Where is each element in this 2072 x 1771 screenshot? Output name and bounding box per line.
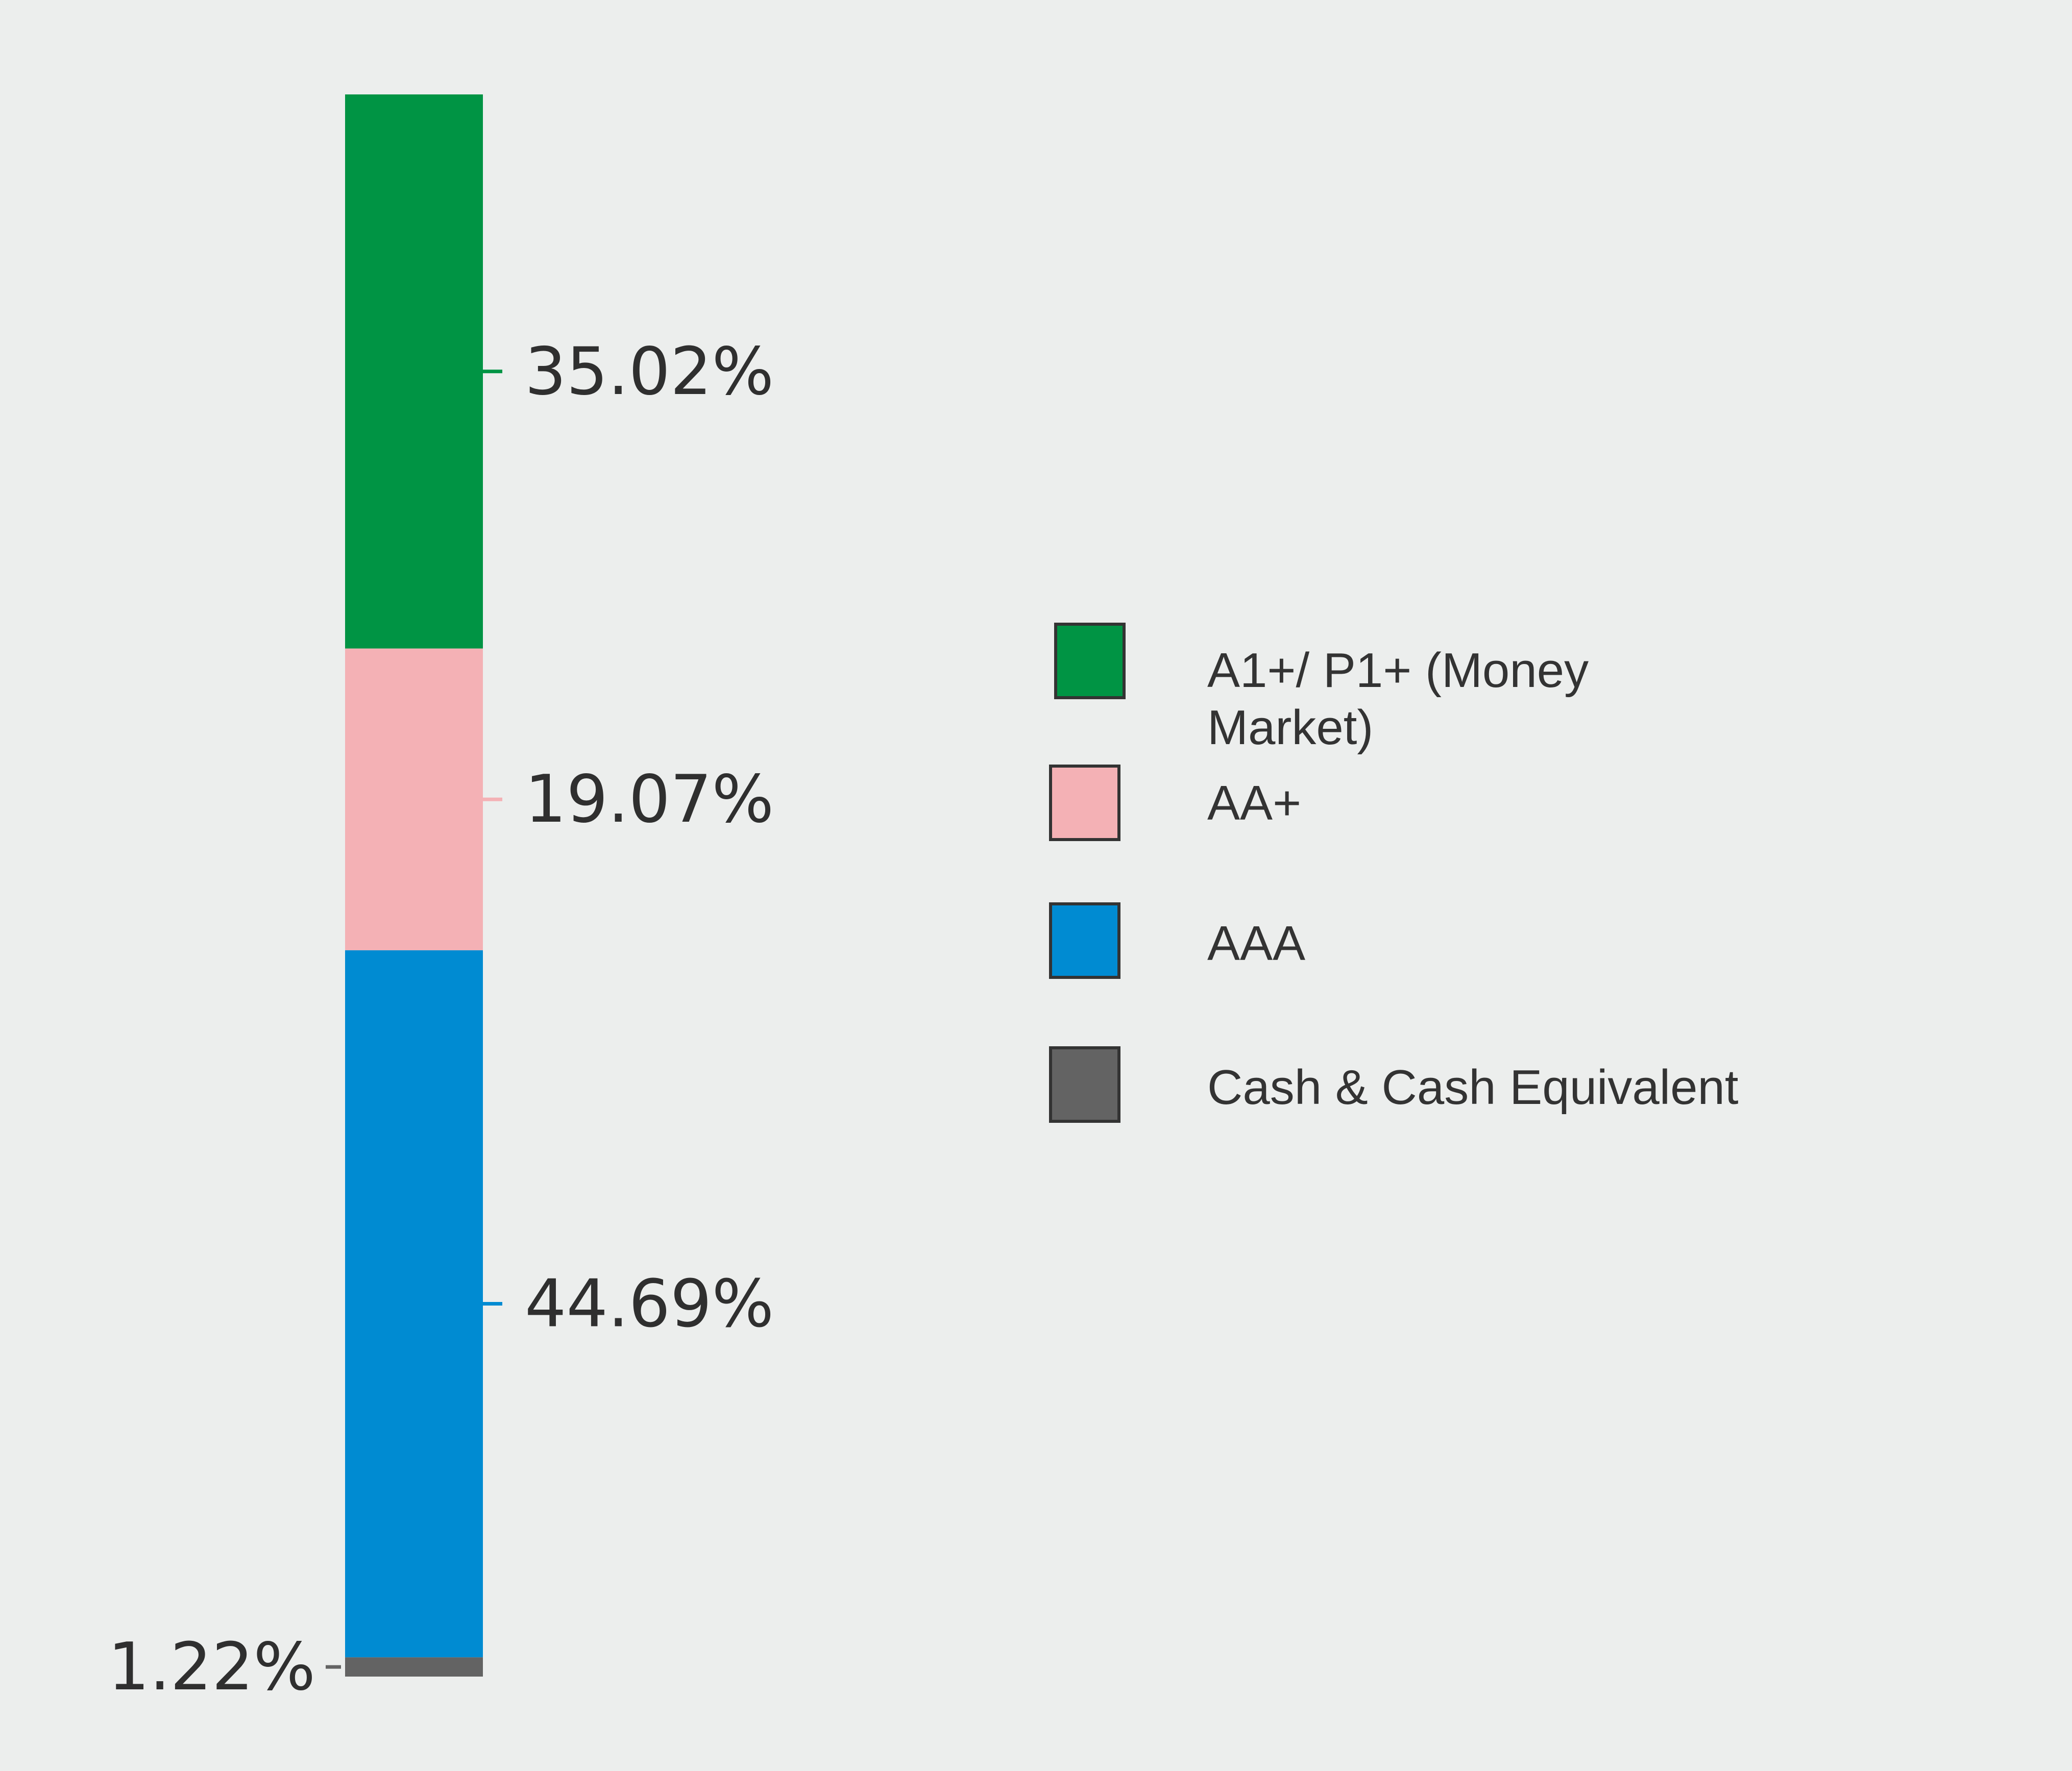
data-label-aaa: 44.69% [525,1266,774,1342]
bar-segment-aa [345,648,483,950]
data-label-a1-p1-money-market: 35.02% [525,334,774,410]
legend-label-aa-plus: AA+ [1207,776,1302,830]
legend-label-money-market-line1: A1+/ P1+ (Money [1207,643,1589,698]
data-label-aa: 19.07% [525,761,774,838]
legend-label-money-market-line2: Market) [1207,700,1374,755]
legend-swatch-cash [1049,1046,1120,1123]
legend-swatch-money-market [1054,623,1126,699]
bar-segment-cash-cash-equivalent [345,1657,483,1677]
data-label-cash-cash-equivalent: 1.22% [108,1629,315,1705]
legend-label-cash: Cash & Cash Equivalent [1207,1060,1739,1115]
legend-label-aaa: AAA [1207,916,1306,971]
legend-swatch-aaa [1049,902,1120,979]
bar-segment-a1-p1-money-market [345,94,483,649]
bar-segment-aaa [345,950,483,1658]
legend-swatch-aa-plus [1049,765,1120,841]
